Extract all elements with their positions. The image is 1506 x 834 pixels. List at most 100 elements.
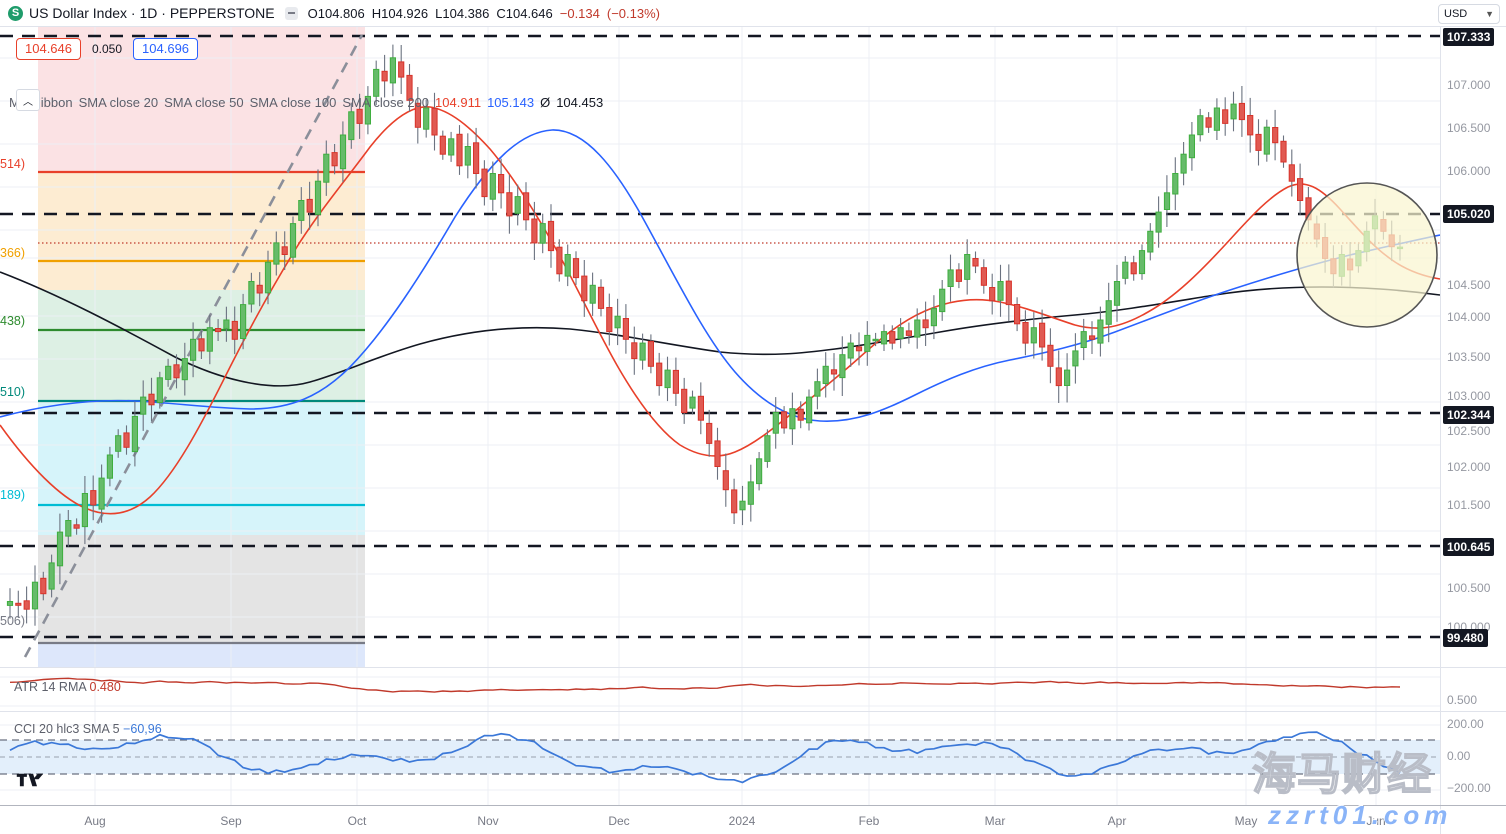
currency-value: USD [1444, 8, 1468, 20]
axis-tick-107000: 107.000 [1447, 78, 1491, 92]
symbol-title[interactable]: US Dollar Index · 1D · PEPPERSTONE [29, 5, 275, 21]
cci-axis-tick-neg200: −200.00 [1447, 781, 1491, 795]
candle [281, 246, 288, 256]
time-tick-oct: Oct [347, 814, 367, 828]
candle [1188, 134, 1196, 159]
candle [1047, 344, 1054, 367]
candle [248, 281, 255, 305]
candle [830, 369, 838, 375]
candle [706, 422, 713, 444]
candle [806, 396, 813, 424]
candle [1155, 211, 1162, 233]
quote-box[interactable]: 104.646 0.050 104.696 [16, 38, 199, 60]
fib-label-514: 514) [0, 157, 26, 171]
candle [1255, 133, 1262, 151]
price-axis[interactable]: 107.000 106.500 106.000 105.500 104.500 … [1440, 27, 1506, 805]
candle [814, 381, 821, 397]
atr-chart-svg [0, 668, 1440, 711]
collapse-pane-button[interactable]: ︿ [16, 89, 40, 111]
candle [439, 135, 446, 155]
candle [339, 134, 347, 170]
candle [364, 95, 371, 125]
candle [431, 107, 438, 136]
cci-line [9, 731, 1401, 784]
price-pill-99480: 99.480 [1443, 629, 1488, 647]
price-pill-105020: 105.020 [1443, 205, 1495, 223]
candle [56, 531, 64, 567]
candle [40, 577, 47, 595]
candle [581, 275, 588, 302]
candle [972, 258, 979, 267]
candle [348, 111, 355, 141]
price-pane[interactable]: MA Ribbon SMA close 20 SMA close 50 SMA clo… [0, 27, 1440, 667]
candle [1105, 300, 1112, 325]
candle [847, 342, 854, 359]
candle [215, 328, 222, 333]
candle [506, 192, 513, 217]
candle [997, 281, 1004, 301]
candle [614, 315, 621, 329]
time-tick-nov: Nov [477, 814, 499, 828]
ma-value-blue: 105.143 [487, 95, 535, 110]
candle [714, 440, 721, 467]
candle [1172, 173, 1179, 195]
atr-axis-tick-0500: 0.500 [1447, 693, 1478, 707]
fib-zone-189 [38, 403, 365, 535]
candle [889, 331, 896, 344]
candle [606, 307, 613, 333]
candle [6, 601, 14, 606]
ohlc-values: O104.806 H104.926 L104.386 C104.646 −0.1… [308, 6, 667, 21]
candle [1163, 192, 1171, 211]
candle [140, 396, 147, 415]
candle [373, 68, 380, 97]
symbol-logo-icon: S [8, 5, 23, 21]
candle [1030, 327, 1037, 344]
candle [905, 330, 912, 336]
atr-pane[interactable]: ATR 14 RMA 0.480 [0, 667, 1440, 711]
candle [306, 198, 313, 213]
candle [922, 319, 929, 329]
highlight-ellipse[interactable] [1296, 182, 1438, 328]
candle [456, 133, 463, 167]
candle [1297, 178, 1304, 202]
candle [165, 365, 172, 380]
fib-zone-514 [38, 27, 365, 172]
candle [356, 108, 363, 124]
tradingview-logo-icon[interactable] [16, 770, 44, 795]
axis-tick-103500: 103.500 [1447, 350, 1491, 364]
candle [872, 338, 879, 342]
candle [930, 307, 937, 327]
bid-price[interactable]: 104.646 [16, 38, 81, 60]
candle [256, 284, 263, 294]
candle [855, 346, 863, 352]
candle [1288, 164, 1295, 182]
candle [414, 102, 421, 128]
candle [547, 220, 555, 252]
ma-ribbon-legend[interactable]: MA Ribbon SMA close 20 SMA close 50 SMA clo… [9, 95, 603, 110]
candle [656, 362, 663, 387]
candle [955, 269, 962, 282]
ma-series-200: SMA close 200 [342, 95, 430, 110]
close-label: C [496, 5, 506, 21]
cci-pane[interactable]: CCI 20 hlc3 SMA 5 −60,96 [0, 711, 1440, 805]
currency-selector[interactable]: USD ▼ [1438, 4, 1500, 24]
cci-axis-tick-0: 0.00 [1447, 749, 1471, 763]
candle [1238, 102, 1246, 121]
low-value: 104.386 [442, 5, 490, 21]
candle [756, 458, 763, 485]
candle [964, 254, 971, 280]
candle [1147, 230, 1154, 253]
cci-axis-tick-200: 200.00 [1447, 717, 1484, 731]
candle [473, 142, 480, 175]
candle [722, 470, 729, 491]
level-lines [0, 34, 1440, 639]
ask-price[interactable]: 104.696 [133, 38, 199, 60]
candle [622, 318, 629, 340]
candle [1113, 281, 1121, 306]
candle [1055, 367, 1062, 387]
time-axis[interactable]: Aug Sep Oct Nov Dec 2024 Feb Mar Apr May… [0, 805, 1506, 834]
time-tick-mar: Mar [984, 814, 1006, 828]
candle [914, 319, 921, 338]
candle [939, 288, 946, 313]
minus-icon[interactable] [284, 6, 298, 20]
